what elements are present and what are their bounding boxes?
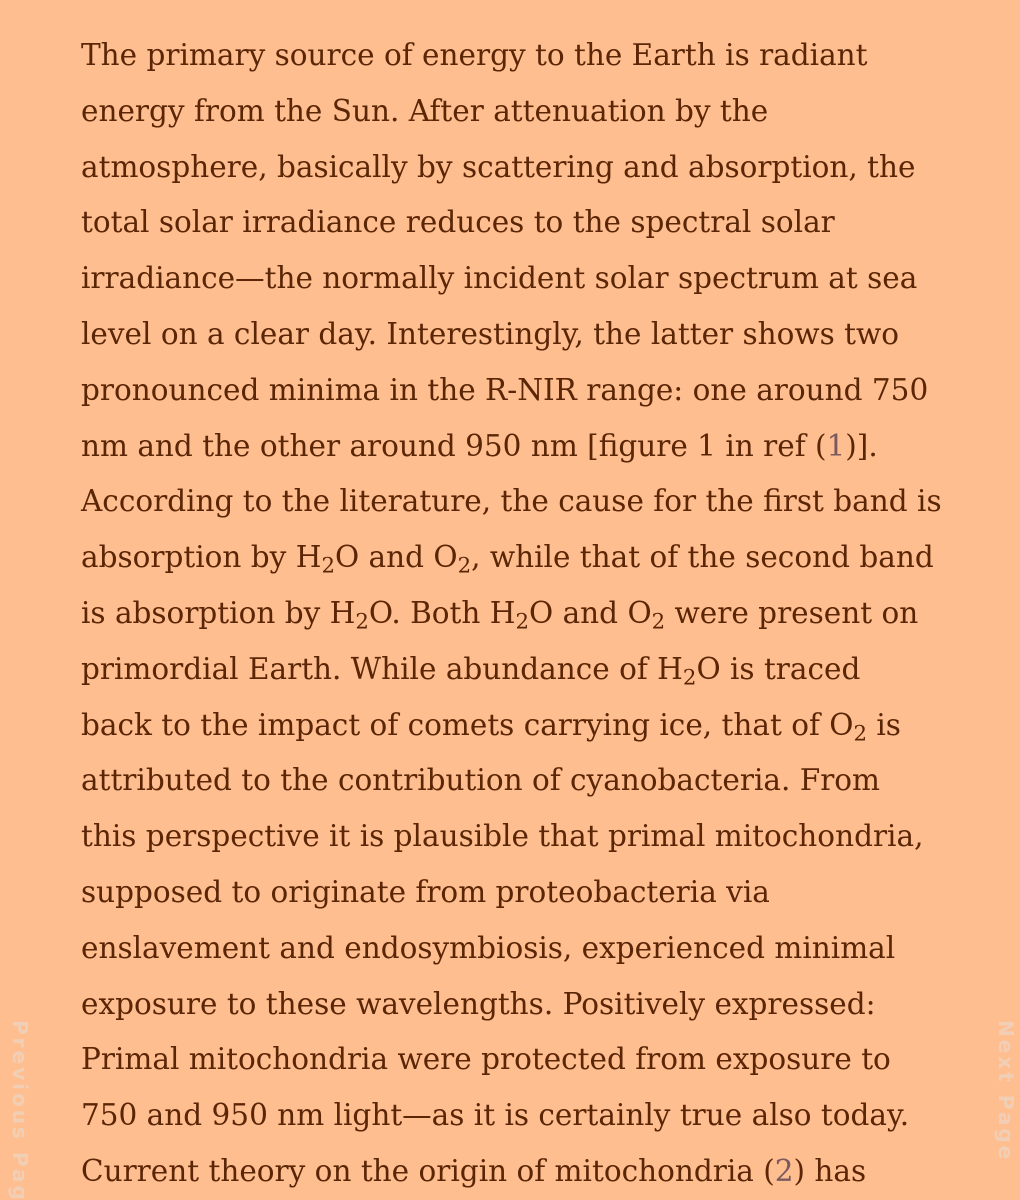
subscript: 2 (355, 609, 369, 635)
text-segment: absorption by H (81, 540, 322, 575)
text-line: irradiance—the normally incident solar s… (81, 261, 918, 296)
text-line: this perspective it is plausible that pr… (81, 819, 924, 854)
text-segment: O. Both H (368, 595, 516, 630)
text-line: enslavement and endosymbiosis, experienc… (81, 930, 896, 965)
text-line: pronounced minima in the R-NIR range: on… (81, 372, 929, 407)
text-line: energy from the Sun. After attenuation b… (81, 93, 769, 128)
text-line: exposure to these wavelengths. Positivel… (81, 986, 876, 1021)
text-line: Current theory on the origin of mitochon… (81, 1144, 961, 1200)
text-segment: is (866, 707, 901, 742)
article-text: The primary source of energy to the Eart… (81, 28, 961, 1200)
next-page-button[interactable]: Next Page (990, 1020, 1016, 1200)
text-segment: nm and the other around 950 nm [figure 1… (81, 428, 827, 463)
subscript: 2 (682, 665, 697, 691)
text-line: supposed to originate from proteobacteri… (81, 874, 770, 909)
text-line: back to the impact of comets carrying ic… (81, 698, 961, 754)
text-line: Primal mitochondria were protected from … (81, 1042, 891, 1077)
text-line: attributed to the contribution of cyanob… (81, 763, 881, 798)
next-page-label: Next Page (994, 1020, 1016, 1163)
text-line: is absorption by H2O. Both H2O and O2 we… (81, 586, 961, 642)
subscript: 2 (853, 720, 867, 746)
text-line: atmosphere, basically by scattering and … (81, 149, 916, 184)
reference-link-2[interactable]: 2 (774, 1153, 794, 1188)
subscript: 2 (515, 609, 530, 635)
text-segment: is absorption by H (81, 595, 356, 630)
previous-page-label: Previous Page (8, 1020, 30, 1200)
text-line: According to the literature, the cause f… (81, 484, 942, 519)
text-segment: ) has (793, 1153, 867, 1188)
text-segment: )]. (845, 428, 878, 463)
text-segment: O and O (334, 540, 458, 575)
text-segment: O and O (529, 595, 652, 630)
text-line: absorption by H2O and O2, while that of … (81, 530, 961, 586)
text-line: total solar irradiance reduces to the sp… (81, 205, 835, 240)
text-segment: primordial Earth. While abundance of H (81, 651, 683, 686)
reference-link-1[interactable]: 1 (826, 428, 846, 463)
text-segment: , while that of the second band (471, 540, 934, 575)
text-line: 750 and 950 nm light—as it is certainly … (81, 1098, 910, 1133)
text-line: level on a clear day. Interestingly, the… (81, 316, 900, 351)
text-segment: Current theory on the origin of mitochon… (81, 1153, 775, 1188)
text-segment: back to the impact of comets carrying ic… (81, 707, 854, 742)
subscript: 2 (457, 553, 472, 579)
text-line: The primary source of energy to the Eart… (81, 38, 868, 72)
text-segment: were present on (665, 595, 919, 630)
subscript: 2 (321, 553, 335, 579)
previous-page-button[interactable]: Previous Page (4, 1020, 30, 1200)
text-line: primordial Earth. While abundance of H2O… (81, 642, 961, 698)
text-segment: O is traced (696, 651, 861, 686)
subscript: 2 (651, 609, 666, 635)
text-line: nm and the other around 950 nm [figure 1… (81, 419, 961, 475)
